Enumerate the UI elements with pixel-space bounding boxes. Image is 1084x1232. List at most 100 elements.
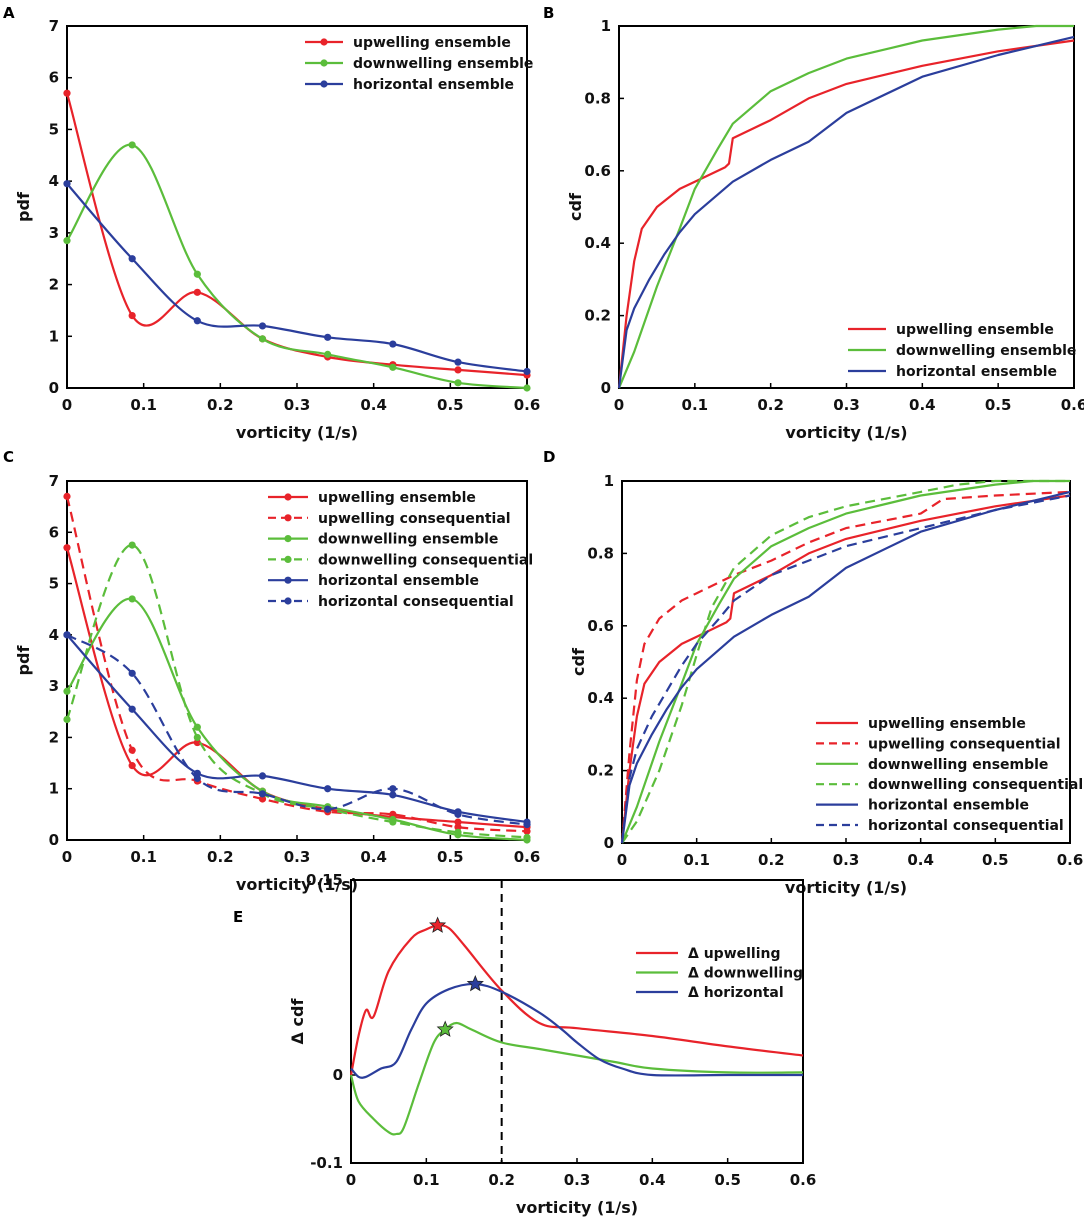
legend-marker-upwelling-consequential	[284, 514, 292, 522]
y-tick-label: 5	[49, 120, 59, 138]
x-tick-label: 0.2	[207, 396, 234, 414]
data-point-downwelling-consequential	[523, 833, 531, 842]
legend-label-downwelling-ensemble: downwelling ensemble	[896, 343, 1076, 359]
y-tick-label: 0	[604, 834, 614, 852]
y-axis-label: pdf	[14, 645, 33, 676]
x-tick-label: 0.5	[437, 396, 464, 414]
x-tick-label: 0.4	[909, 396, 936, 414]
x-tick-label: 0.5	[437, 848, 464, 866]
y-tick-label: 2	[49, 728, 59, 746]
y-tick-label: 4	[49, 626, 59, 644]
x-tick-label: 0.6	[1061, 396, 1084, 414]
x-tick-label: 0.1	[130, 396, 157, 414]
y-tick-label: 0.4	[584, 234, 611, 252]
legend-marker-upwelling-ensemble	[320, 38, 328, 46]
x-tick-label: 0.3	[284, 848, 311, 866]
data-point-horizontal-consequential	[389, 785, 397, 793]
data-point-downwelling-consequential	[63, 715, 71, 724]
data-point-horizontal-consequential	[193, 774, 201, 783]
series-line-upwelling-ensemble	[620, 494, 1071, 844]
x-tick-label: 0	[346, 1171, 356, 1189]
legend-label-upwelling-consequential: upwelling consequential	[318, 511, 511, 527]
x-tick-label: 0.2	[488, 1171, 515, 1189]
data-point-upwelling-consequential	[63, 492, 71, 500]
plot-frame	[350, 879, 804, 1164]
x-tick-label: 0.3	[833, 851, 860, 869]
data-point-horizontal-ensemble	[128, 705, 136, 713]
data-point-downwelling-ensemble	[63, 687, 71, 695]
data-point-horizontal-ensemble	[258, 772, 267, 780]
legend-label-delta-horizontal: Δ horizontal	[688, 985, 784, 1001]
legend-marker-downwelling-ensemble	[320, 59, 328, 67]
x-tick-label: 0.5	[982, 851, 1009, 869]
x-axis-label: vorticity (1/s)	[236, 875, 358, 894]
x-tick-label: 0.5	[714, 1171, 741, 1189]
y-axis-label: cdf	[566, 192, 585, 221]
y-tick-label: 0	[333, 1066, 343, 1084]
data-point-horizontal-consequential	[258, 790, 267, 798]
data-point-upwelling-ensemble	[128, 762, 136, 770]
data-point-upwelling-consequential	[454, 823, 462, 831]
legend-marker-horizontal-ensemble	[284, 576, 292, 584]
data-point-horizontal-consequential	[324, 805, 332, 813]
legend-label-upwelling-ensemble: upwelling ensemble	[896, 322, 1054, 338]
x-tick-label: 0.1	[682, 396, 709, 414]
x-tick-label: 0	[62, 396, 72, 414]
data-point-horizontal-ensemble	[389, 791, 397, 799]
x-tick-label: 0.4	[360, 396, 387, 414]
legend-label-downwelling-consequential: downwelling consequential	[318, 552, 533, 568]
data-point-horizontal-consequential	[63, 631, 71, 639]
x-axis-label: vorticity (1/s)	[236, 423, 358, 442]
y-tick-label: 1	[49, 327, 59, 345]
y-tick-label: 2	[49, 276, 59, 294]
x-tick-label: 0.3	[833, 396, 860, 414]
data-point-horizontal-ensemble	[193, 769, 201, 777]
data-point-horizontal-ensemble	[258, 322, 267, 330]
x-tick-label: 0.2	[758, 851, 785, 869]
legend-label-downwelling-ensemble: downwelling ensemble	[353, 56, 533, 72]
data-point-downwelling-ensemble	[63, 237, 71, 245]
legend-label-upwelling-ensemble: upwelling ensemble	[868, 716, 1026, 732]
series-line-downwelling-ensemble	[617, 24, 1074, 389]
legend-label-horizontal-ensemble: horizontal ensemble	[353, 77, 514, 93]
data-point-upwelling-ensemble	[454, 818, 462, 826]
y-axis-label: Δ cdf	[288, 998, 307, 1045]
x-tick-label: 0	[617, 851, 627, 869]
series-line-horizontal-ensemble	[617, 35, 1075, 389]
data-point-downwelling-ensemble	[324, 350, 332, 358]
x-tick-label: 0	[62, 848, 72, 866]
series-line-downwelling-ensemble	[620, 479, 1070, 844]
data-point-upwelling-ensemble	[193, 288, 201, 296]
x-axis-label: vorticity (1/s)	[785, 878, 907, 897]
panel-letter-c: C	[3, 448, 14, 466]
y-tick-label: 0	[49, 831, 59, 849]
legend-marker-horizontal-ensemble	[320, 80, 328, 88]
x-tick-label: 0	[614, 396, 624, 414]
series-line-horizontal-consequential	[620, 494, 1071, 844]
legend-label-downwelling-ensemble: downwelling ensemble	[868, 757, 1048, 773]
data-point-horizontal-ensemble	[324, 785, 332, 793]
data-point-upwelling-consequential	[128, 746, 136, 754]
y-tick-label: 0.4	[587, 689, 614, 707]
y-tick-label: 6	[49, 69, 59, 87]
x-tick-label: 0.2	[757, 396, 784, 414]
legend-label-downwelling-consequential: downwelling consequential	[868, 777, 1083, 793]
data-point-downwelling-ensemble	[523, 384, 531, 392]
panel-letter-b: B	[543, 4, 554, 22]
y-tick-label: -0.1	[310, 1154, 343, 1172]
legend-label-horizontal-consequential: horizontal consequential	[868, 818, 1064, 834]
y-tick-label: 0.8	[584, 89, 611, 107]
series-line-horizontal-ensemble	[66, 183, 528, 373]
data-point-upwelling-ensemble	[63, 89, 71, 97]
series-line-downwelling-consequential	[621, 479, 1070, 844]
legend-label-upwelling-ensemble: upwelling ensemble	[353, 35, 511, 51]
data-point-downwelling-ensemble	[128, 595, 136, 603]
peak-star-delta-downwelling	[436, 1020, 454, 1037]
y-tick-label: 0.6	[587, 617, 614, 635]
data-point-upwelling-ensemble	[63, 544, 71, 552]
series-line-delta-horizontal	[350, 982, 803, 1079]
x-tick-label: 0.6	[514, 396, 541, 414]
x-tick-label: 0.4	[639, 1171, 666, 1189]
